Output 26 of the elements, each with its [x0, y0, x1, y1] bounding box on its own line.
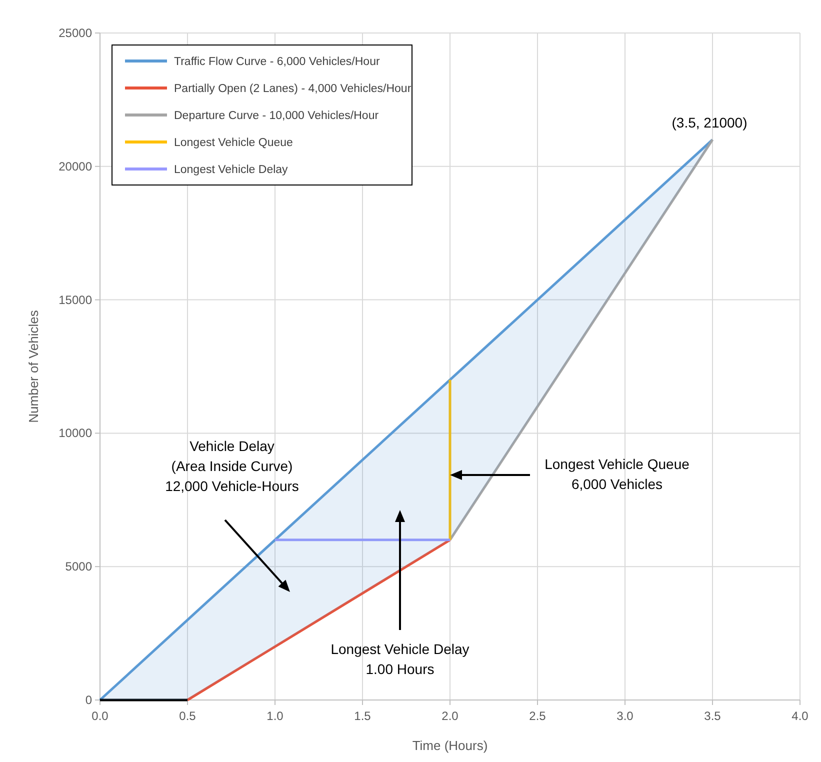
x-tick-label: 1.0 [266, 709, 284, 723]
x-tick-label: 4.0 [792, 709, 809, 723]
y-tick-label: 10000 [58, 426, 92, 440]
y-tick-label: 0 [85, 693, 92, 707]
x-tick-label: 3.0 [616, 709, 634, 723]
x-tick-label: 0.5 [179, 709, 196, 723]
x-tick-label: 2.5 [529, 709, 546, 723]
annotation: (3.5, 21000) [672, 114, 748, 131]
annotation: Vehicle Delay (Area Inside Curve) 12,000 Vehicle-Hours [165, 438, 299, 494]
x-axis-title: Time (Hours) [412, 738, 488, 753]
x-tick-label: 2.0 [442, 709, 459, 723]
legend-label: Longest Vehicle Delay [174, 164, 288, 176]
x-tick-label: 1.5 [354, 709, 372, 723]
x-tick-label: 3.5 [704, 709, 722, 723]
y-tick-label: 5000 [65, 560, 92, 574]
y-tick-label: 20000 [58, 159, 92, 174]
legend-label: Longest Vehicle Queue [174, 137, 293, 149]
legend-label: Departure Curve - 10,000 Vehicles/Hour [174, 110, 379, 122]
x-tick-label: 0.0 [92, 709, 109, 723]
annotation: Longest Vehicle Queue 6,000 Vehicles [544, 456, 690, 492]
legend-label: Traffic Flow Curve - 6,000 Vehicles/Hour [174, 56, 380, 68]
legend-label: Partially Open (2 Lanes) - 4,000 Vehicles/Hour [174, 83, 412, 95]
annotation: Longest Vehicle Delay 1.00 Hours [330, 641, 470, 677]
y-tick-label: 25000 [58, 26, 92, 40]
y-tick-label: 15000 [58, 292, 92, 307]
y-axis-title: Number of Vehicles [26, 310, 41, 423]
